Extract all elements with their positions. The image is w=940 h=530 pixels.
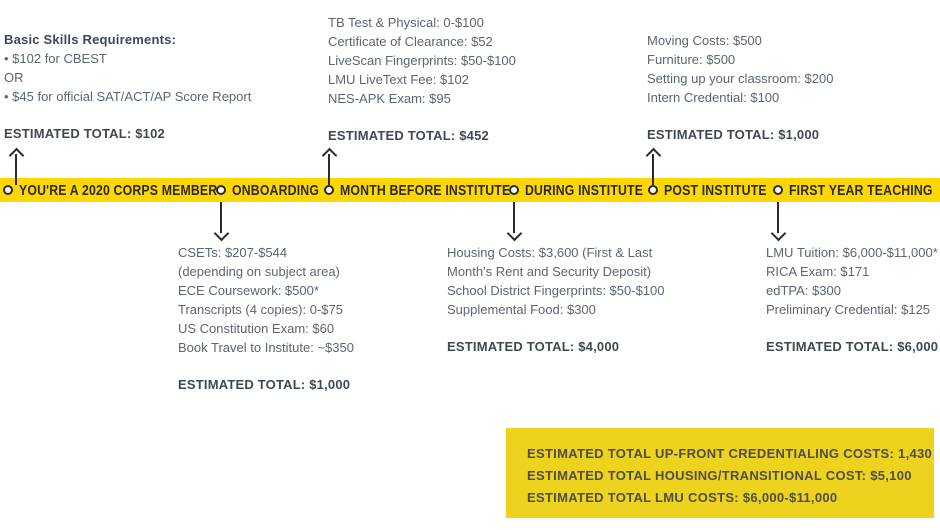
arrow-shaft [777, 202, 779, 233]
cost-line: Month's Rent and Security Deposit) [447, 264, 652, 279]
summary-line: ESTIMATED TOTAL HOUSING/TRANSITIONAL COS… [527, 468, 912, 483]
cost-line: NES-APK Exam: $95 [328, 91, 451, 106]
arrow-shaft [652, 154, 654, 185]
timeline-node-icon [324, 185, 334, 195]
timeline-node-icon [648, 185, 658, 195]
estimated-total: ESTIMATED TOTAL: $1,000 [178, 377, 351, 392]
cost-line: TB Test & Physical: 0-$100 [328, 15, 484, 30]
timeline-node-icon [773, 185, 783, 195]
cost-line: Supplemental Food: $300 [447, 302, 596, 317]
arrow-shaft [220, 202, 222, 233]
estimated-total: ESTIMATED TOTAL: $6,000 [766, 339, 939, 354]
cost-line: Certificate of Clearance: $52 [328, 34, 493, 49]
cost-line: • $102 for CBEST [4, 51, 107, 66]
cost-block-first-year-teaching: LMU Tuition: $6,000-$11,000* RICA Exam: … [766, 243, 938, 356]
cost-line: LMU LiveText Fee: $102 [328, 72, 469, 87]
arrow-head [321, 147, 338, 164]
cost-line: OR [4, 70, 24, 85]
summary-totals-box: ESTIMATED TOTAL UP-FRONT CREDENTIALING C… [506, 428, 934, 518]
cost-line: School District Fingerprints: $50-$100 [447, 283, 665, 298]
summary-line: ESTIMATED TOTAL UP-FRONT CREDENTIALING C… [527, 446, 933, 461]
cost-line: Preliminary Credential: $125 [766, 302, 931, 317]
cost-line: • $45 for official SAT/ACT/AP Score Repo… [4, 89, 252, 104]
cost-line: CSETs: $207-$544 [178, 245, 288, 260]
cost-block-basic-skills: Basic Skills Requirements: • $102 for CB… [4, 30, 251, 143]
estimated-total: ESTIMATED TOTAL: $452 [328, 128, 489, 143]
timeline-stage-month-before-institute: MONTH BEFORE INSTITUTE [324, 178, 548, 202]
cost-line: LMU Tuition: $6,000-$11,000* [766, 245, 938, 260]
cost-line: Book Travel to Institute: ~$350 [178, 340, 354, 355]
arrow-head [645, 147, 662, 164]
stage-label: DURING INSTITUTE [525, 181, 644, 199]
arrow-head [213, 225, 230, 242]
timeline-node-icon [509, 185, 519, 195]
cost-line: Housing Costs: $3,600 (First & Last [447, 245, 653, 260]
cost-block-post-institute: Moving Costs: $500 Furniture: $500 Setti… [647, 31, 833, 144]
summary-line: ESTIMATED TOTAL LMU COSTS: $6,000-$11,00… [527, 490, 838, 505]
arrow-shaft [15, 154, 17, 185]
timeline-band [0, 178, 940, 202]
timeline-stage-during-institute: DURING INSTITUTE [509, 178, 669, 202]
arrow-shaft [328, 154, 330, 185]
stage-label: YOU'RE A 2020 CORPS MEMBER [19, 181, 218, 199]
cost-line: Transcripts (4 copies): 0-$75 [178, 302, 343, 317]
cost-line: Intern Credential: $100 [647, 90, 780, 105]
cost-line: Moving Costs: $500 [647, 33, 762, 48]
arrow-head [770, 225, 787, 242]
cost-line: ECE Coursework: $500* [178, 283, 319, 298]
cost-block-during-institute: Housing Costs: $3,600 (First & Last Mont… [447, 243, 665, 356]
cost-line: Setting up your classroom: $200 [647, 71, 834, 86]
cost-line: LiveScan Fingerprints: $50-$100 [328, 53, 516, 68]
timeline-stage-first-year-teaching: FIRST YEAR TEACHING [773, 178, 940, 202]
cost-line: RICA Exam: $171 [766, 264, 870, 279]
estimated-total: ESTIMATED TOTAL: $102 [4, 126, 165, 141]
estimated-total: ESTIMATED TOTAL: $1,000 [647, 127, 820, 142]
timeline-stage-post-institute: POST INSTITUTE [648, 178, 789, 202]
timeline-node-icon [3, 185, 13, 195]
stage-label: MONTH BEFORE INSTITUTE [340, 181, 511, 199]
stage-label: FIRST YEAR TEACHING [789, 181, 933, 199]
block-heading: Basic Skills Requirements: [4, 32, 177, 47]
cost-line: US Constitution Exam: $60 [178, 321, 335, 336]
timeline-stage-onboarding: ONBOARDING [216, 178, 338, 202]
stage-label: ONBOARDING [232, 181, 320, 199]
cost-block-month-before-institute: TB Test & Physical: 0-$100 Certificate o… [328, 13, 516, 145]
arrow-head [8, 147, 25, 164]
timeline-stage-corps-member: YOU'RE A 2020 CORPS MEMBER [3, 178, 261, 202]
estimated-total: ESTIMATED TOTAL: $4,000 [447, 339, 620, 354]
cost-block-onboarding: CSETs: $207-$544 (depending on subject a… [178, 243, 354, 394]
cost-line: edTPA: $300 [766, 283, 841, 298]
stage-label: POST INSTITUTE [664, 181, 767, 199]
cost-line: (depending on subject area) [178, 264, 340, 279]
cost-line: Furniture: $500 [647, 52, 736, 67]
arrow-shaft [513, 202, 515, 233]
timeline-node-icon [216, 185, 226, 195]
arrow-head [506, 225, 523, 242]
